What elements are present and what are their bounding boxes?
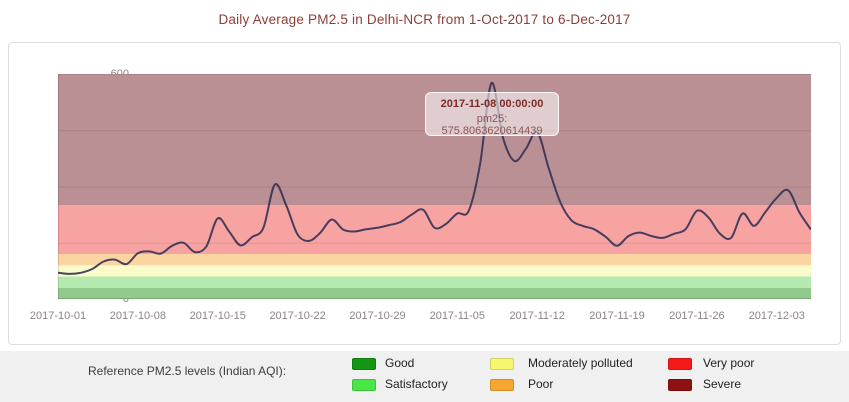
legend-label-satisfactory: Satisfactory: [385, 377, 448, 391]
band-poor: [58, 254, 811, 266]
x-tick-label-2017-11-12: 2017-11-12: [509, 310, 565, 322]
legend-heading: Reference PM2.5 levels (Indian AQI):: [88, 364, 287, 378]
x-tick-label-2017-12-03: 2017-12-03: [748, 310, 805, 322]
legend-label-good: Good: [385, 356, 415, 370]
legend-swatch-very-poor: [668, 358, 692, 370]
x-tick-label-2017-11-05: 2017-11-05: [429, 310, 486, 322]
x-tick-label-2017-10-22: 2017-10-22: [269, 310, 326, 322]
band-satisfactory: [58, 276, 811, 288]
hover-tooltip: 2017-11-08 00:00:00 pm25: 575.8063620614…: [425, 92, 559, 137]
x-tick-label-2017-10-08: 2017-10-08: [109, 310, 166, 322]
legend-swatch-moderately-polluted: [490, 358, 514, 370]
tooltip-date: 2017-11-08 00:00:00: [440, 98, 544, 110]
band-good: [58, 287, 811, 299]
legend-label-very-poor: Very poor: [703, 356, 755, 370]
legend-strip: Reference PM2.5 levels (Indian AQI): Goo…: [0, 351, 849, 402]
pm25-line: [58, 82, 811, 275]
chart-title: Daily Average PM2.5 in Delhi-NCR from 1-…: [218, 12, 631, 27]
legend-label-moderately-polluted: Moderately polluted: [528, 356, 633, 370]
legend-swatch-satisfactory: [352, 379, 376, 391]
x-tick-label-2017-11-26: 2017-11-26: [669, 310, 725, 322]
y-tick-label-0: 0: [122, 293, 129, 305]
x-tick-label-2017-10-01: 2017-10-01: [29, 310, 87, 322]
legend-label-severe: Severe: [703, 377, 742, 391]
x-tick-label-2017-11-19: 2017-11-19: [589, 310, 645, 322]
legend-label-poor: Poor: [528, 377, 554, 391]
legend-swatch-severe: [668, 379, 692, 391]
tooltip-value: pm25: 575.8063620614439: [441, 113, 543, 137]
legend-swatch-good: [352, 358, 376, 370]
legend-swatch-poor: [490, 379, 514, 391]
x-tick-label-2017-10-15: 2017-10-15: [189, 310, 246, 322]
x-tick-label-2017-10-29: 2017-10-29: [349, 310, 406, 322]
chart-card: 0150300450600 2017-11-08 00:00:00 pm25: …: [8, 42, 841, 345]
band-moderately-polluted: [58, 265, 811, 277]
